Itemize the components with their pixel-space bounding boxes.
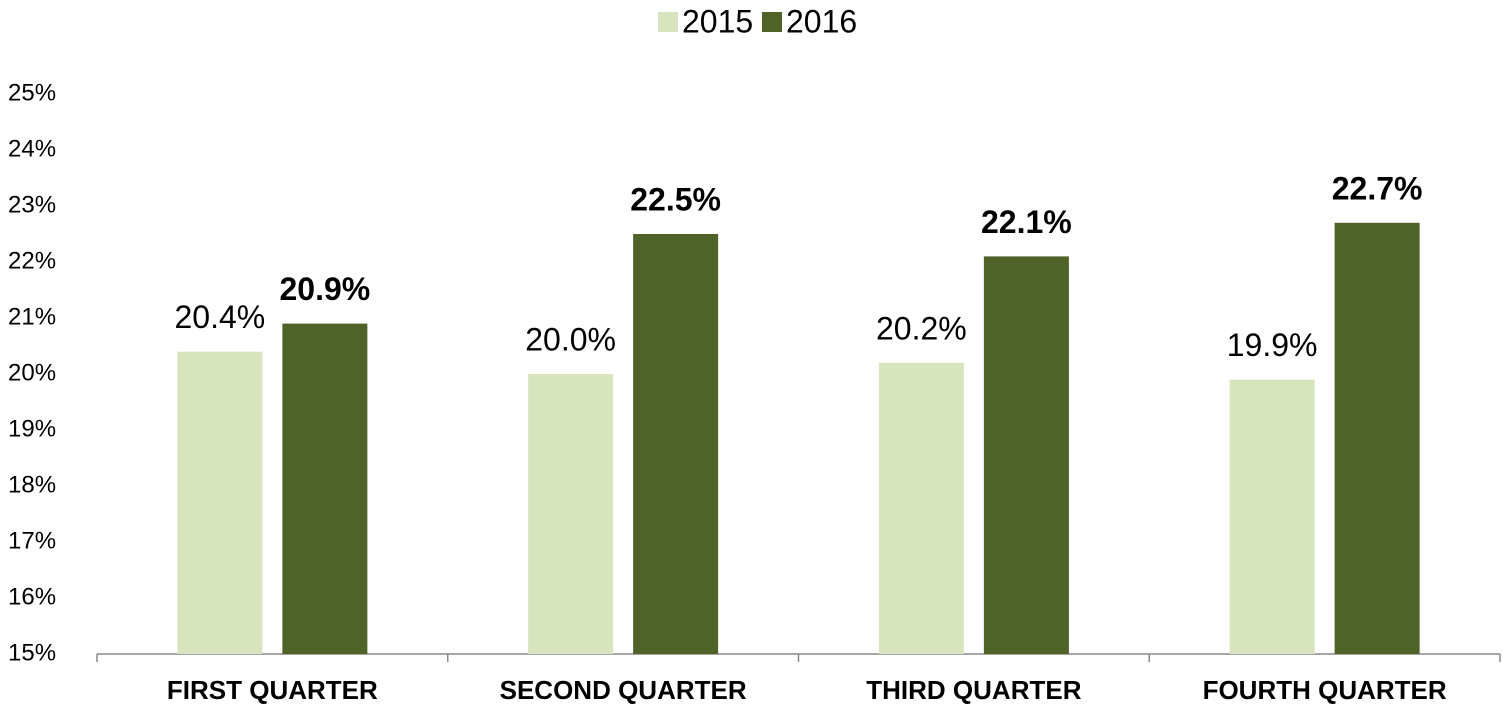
value-label: 22.7% [1332, 170, 1423, 206]
value-label: 20.2% [876, 310, 967, 346]
value-label: 19.9% [1227, 327, 1318, 363]
y-tick-label: 21% [8, 303, 56, 330]
bar [177, 351, 263, 654]
y-tick-label: 15% [8, 639, 56, 666]
legend-label: 2016 [786, 3, 857, 39]
x-tick-label: THIRD QUARTER [866, 675, 1081, 705]
y-tick-label: 17% [8, 527, 56, 554]
x-tick-label: FIRST QUARTER [167, 675, 378, 705]
value-label: 20.9% [280, 271, 371, 307]
bar [633, 234, 719, 654]
value-label: 20.0% [525, 321, 616, 357]
value-label: 20.4% [175, 299, 266, 335]
y-tick-label: 24% [8, 135, 56, 162]
y-tick-label: 16% [8, 583, 56, 610]
legend-swatch [658, 12, 678, 32]
bar [983, 256, 1069, 654]
y-tick-label: 20% [8, 359, 56, 386]
value-label: 22.5% [630, 181, 721, 217]
y-tick-label: 18% [8, 471, 56, 498]
bar [1229, 379, 1315, 654]
bar [1334, 222, 1420, 655]
y-tick-label: 19% [8, 415, 56, 442]
y-tick-label: 22% [8, 247, 56, 274]
bar [528, 374, 614, 654]
y-tick-label: 23% [8, 191, 56, 218]
y-tick-label: 25% [8, 79, 56, 106]
legend-label: 2015 [682, 3, 753, 39]
x-tick-label: FOURTH QUARTER [1203, 675, 1447, 705]
bar [878, 362, 964, 654]
legend-swatch [762, 12, 782, 32]
x-tick-label: SECOND QUARTER [500, 675, 747, 705]
bar [282, 323, 368, 654]
value-label: 22.1% [981, 204, 1072, 240]
